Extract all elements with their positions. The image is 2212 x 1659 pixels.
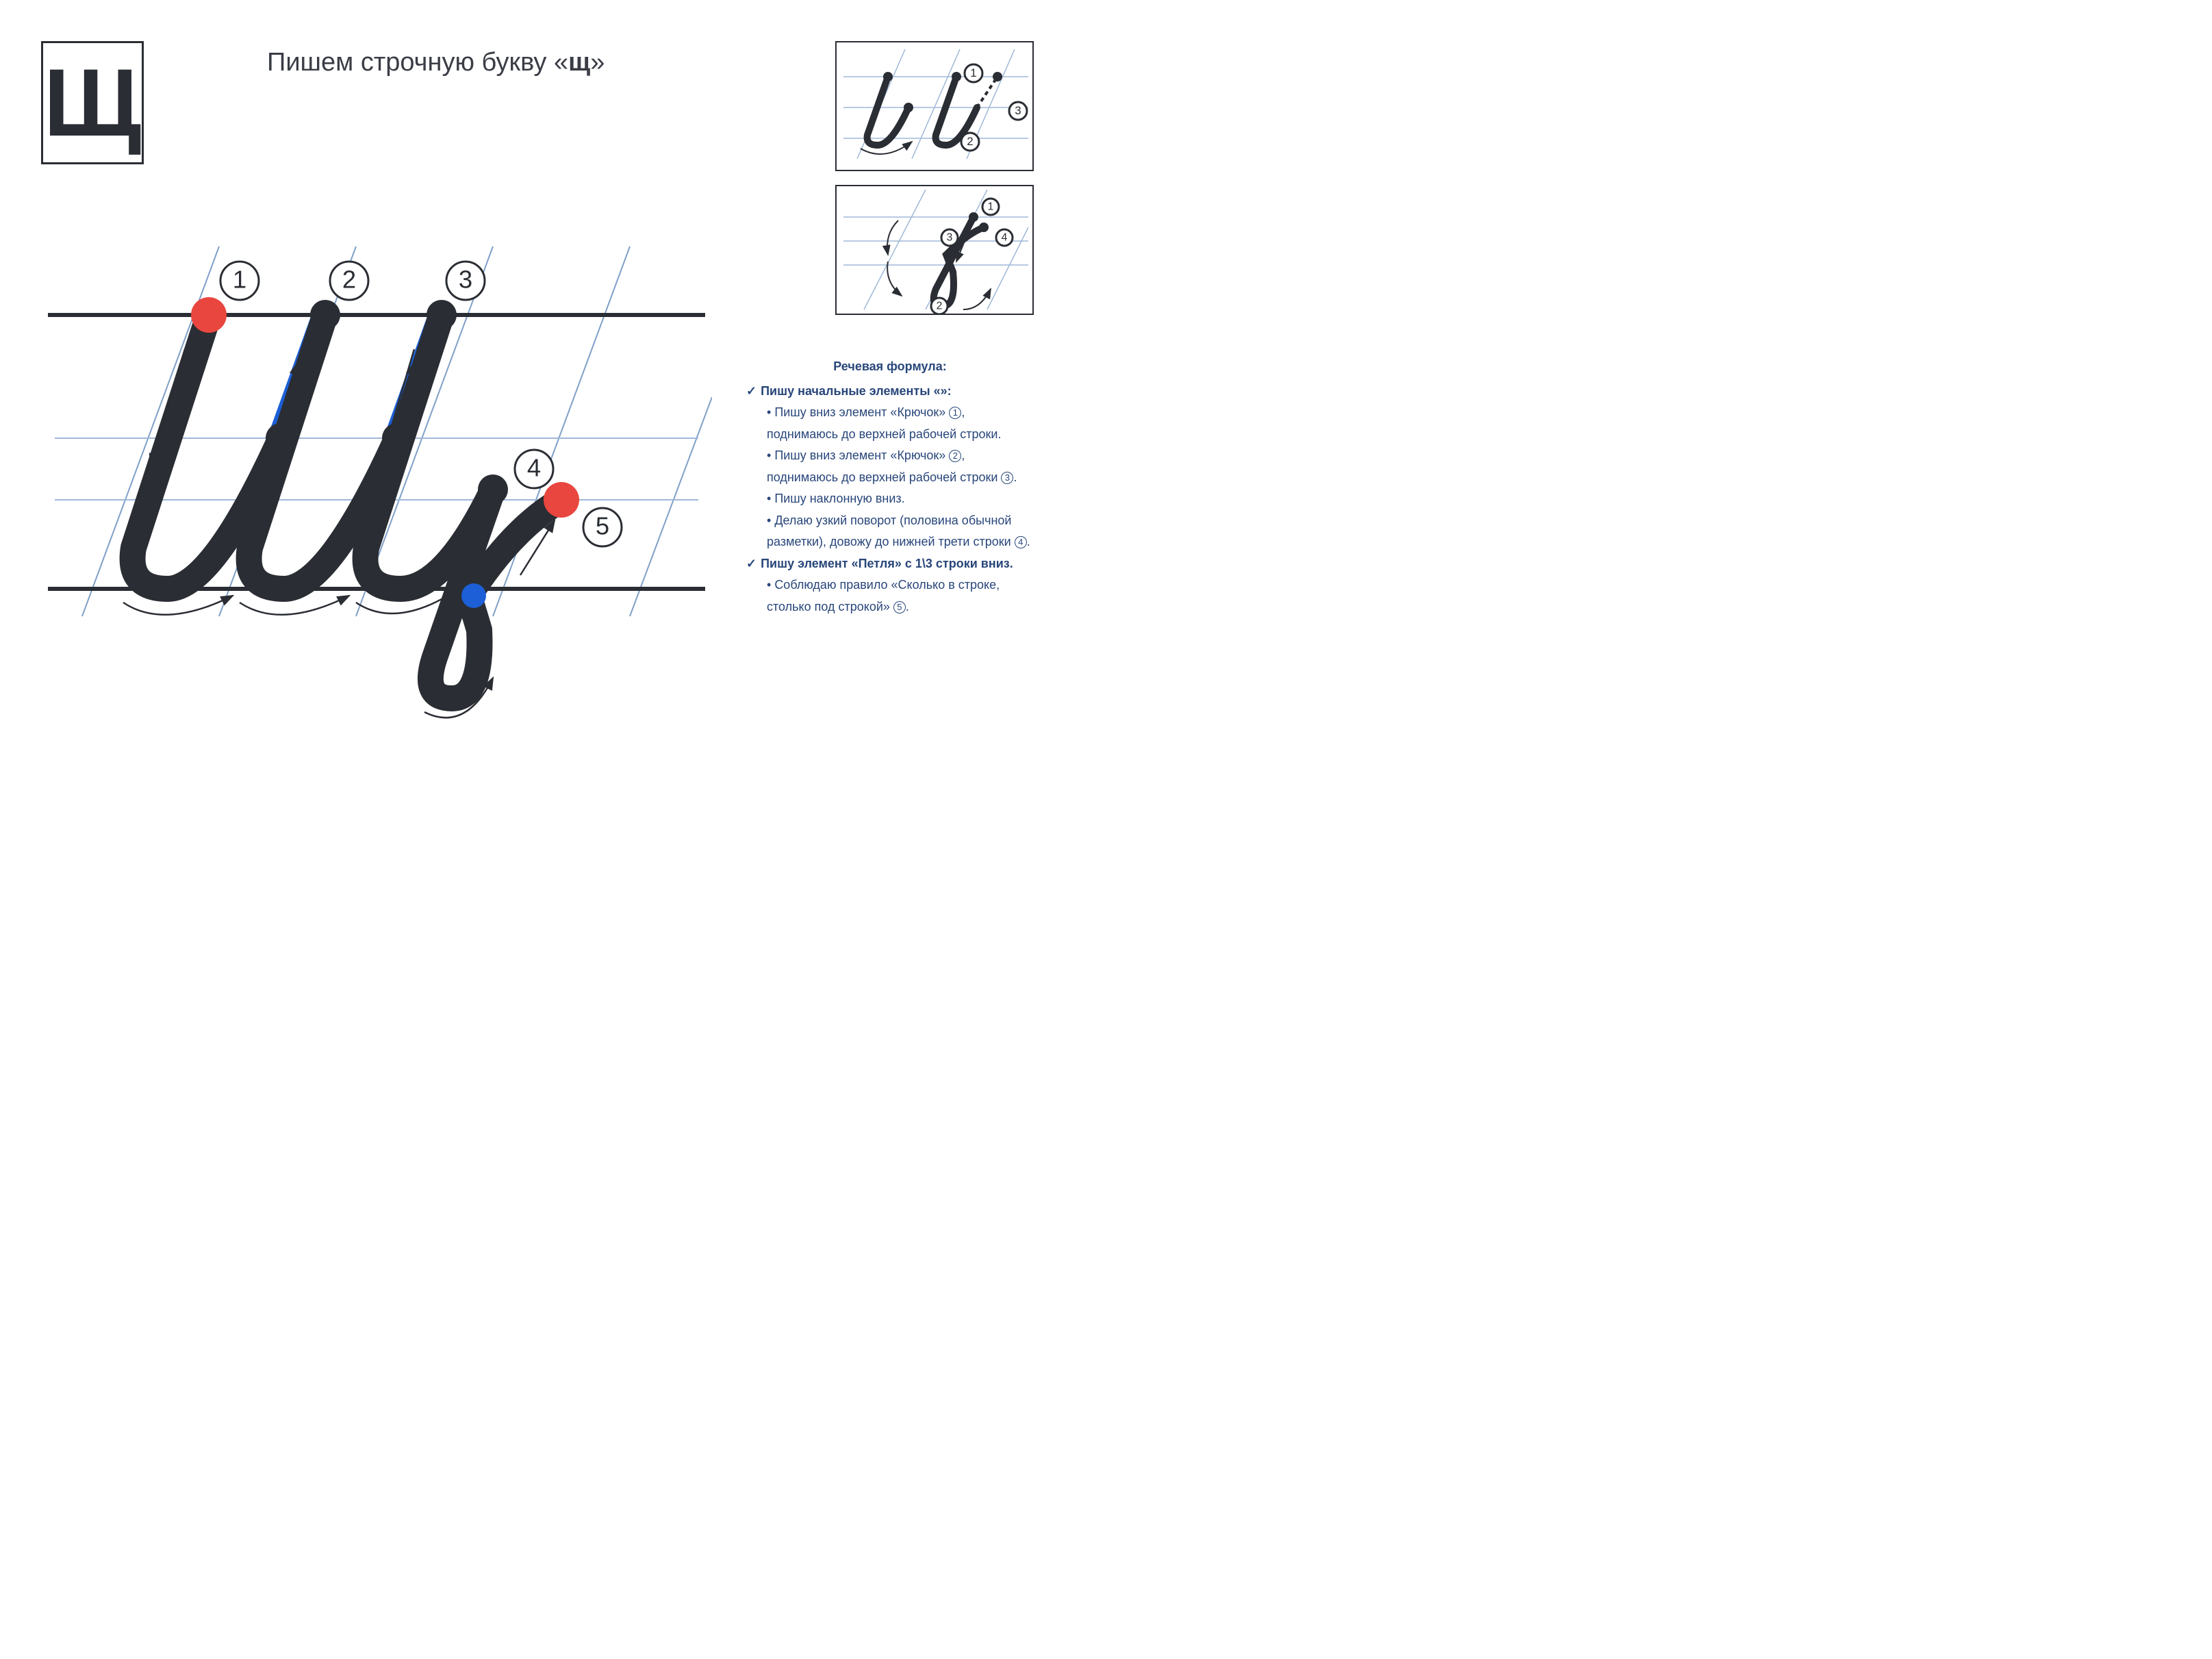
instruction-item: Пишу вниз элемент «Крючок» 2, поднимаюсь… bbox=[767, 445, 1034, 488]
svg-text:1: 1 bbox=[970, 66, 976, 79]
instruction-item: Соблюдаю правило «Сколько в строке, стол… bbox=[767, 574, 1034, 618]
svg-text:2: 2 bbox=[937, 301, 943, 312]
reference-diagram-2: 1 2 3 4 bbox=[835, 185, 1034, 315]
formula-header: Речевая формула: bbox=[746, 356, 1034, 378]
speech-formula-block: Речевая формула: Пишу начальные элементы… bbox=[746, 356, 1034, 618]
svg-text:2: 2 bbox=[967, 135, 973, 148]
instruction-item: Делаю узкий поворот (половина обычной ра… bbox=[767, 510, 1034, 553]
instruction-item: Пишу вниз элемент «Крючок» 1, поднимаюсь… bbox=[767, 402, 1034, 445]
letter-glyph: Щ bbox=[44, 55, 142, 151]
reference-diagram-1: 1 2 3 bbox=[835, 41, 1034, 171]
main-stroke-diagram: 1 2 3 4 5 bbox=[41, 205, 712, 726]
svg-text:5: 5 bbox=[596, 512, 609, 540]
svg-text:3: 3 bbox=[1015, 104, 1021, 117]
svg-text:3: 3 bbox=[947, 232, 953, 244]
instruction-item: Пишу наклонную вниз. bbox=[767, 488, 1034, 510]
title-prefix: Пишем строчную букву « bbox=[267, 48, 568, 77]
svg-text:1: 1 bbox=[233, 266, 246, 294]
title-letter: щ bbox=[568, 48, 590, 77]
title-suffix: » bbox=[590, 48, 605, 77]
worksheet-page: Щ Пишем строчную букву «щ» 1 2 3 4 5 1 2 3 1 2 3… bbox=[27, 27, 1054, 794]
svg-text:3: 3 bbox=[459, 266, 472, 294]
group1-list: Пишу вниз элемент «Крючок» 1, поднимаюсь… bbox=[746, 402, 1034, 553]
letter-reference-box: Щ bbox=[41, 41, 144, 164]
svg-text:4: 4 bbox=[1002, 232, 1008, 244]
page-title: Пишем строчную букву «щ» bbox=[267, 48, 605, 77]
svg-text:2: 2 bbox=[342, 266, 356, 294]
svg-text:1: 1 bbox=[988, 201, 994, 213]
svg-text:4: 4 bbox=[527, 454, 541, 482]
group2-title: Пишу элемент «Петля» с 1\3 строки вниз. bbox=[746, 553, 1034, 575]
group1-title: Пишу начальные элементы «»: bbox=[746, 381, 1034, 403]
group2-list: Соблюдаю правило «Сколько в строке, стол… bbox=[746, 574, 1034, 618]
